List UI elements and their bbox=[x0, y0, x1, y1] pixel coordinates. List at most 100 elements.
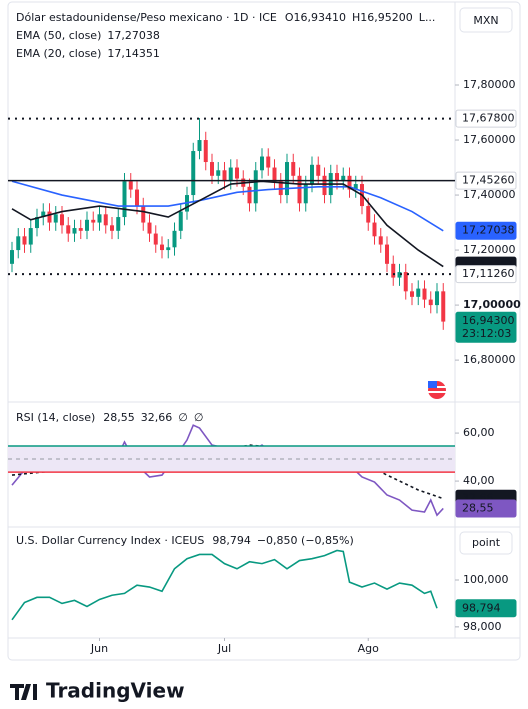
candle-body bbox=[97, 214, 102, 223]
candle-body bbox=[372, 222, 377, 237]
x-tick-label: Jul bbox=[217, 642, 231, 655]
ohlc-key: L bbox=[419, 11, 426, 24]
candle-body bbox=[247, 186, 252, 204]
price-label: 17,67800 bbox=[462, 112, 515, 125]
candle-body bbox=[322, 175, 327, 196]
candle-body bbox=[341, 175, 346, 182]
candle-body bbox=[141, 206, 146, 223]
pane-title: Dólar estadounidense/Peso mexicano · 1D … bbox=[16, 11, 277, 24]
candle-body bbox=[222, 170, 227, 182]
candle-body bbox=[210, 162, 214, 176]
pane-title: RSI (14, close) bbox=[16, 411, 95, 424]
candle-body bbox=[191, 151, 196, 196]
candle-body bbox=[316, 164, 321, 176]
price-label: 17,27038 bbox=[462, 224, 515, 237]
candle-body bbox=[178, 211, 183, 231]
ohlc-value: 16,93410 bbox=[294, 11, 347, 24]
candle-body bbox=[422, 288, 427, 300]
candle-body bbox=[41, 211, 46, 218]
candle-body bbox=[116, 217, 121, 231]
legend-value: 28,55 bbox=[103, 411, 135, 424]
candle-body bbox=[253, 170, 258, 204]
scale-button-label[interactable]: point bbox=[472, 536, 501, 549]
candle-body bbox=[366, 206, 371, 223]
price-label-box bbox=[455, 109, 517, 128]
price-label: 98,794 bbox=[462, 601, 501, 614]
y-tick-label: 98,000 bbox=[463, 620, 502, 633]
currency-button-label[interactable]: MXN bbox=[473, 14, 498, 27]
candle-body bbox=[410, 291, 414, 297]
price-label-box bbox=[455, 311, 517, 343]
candle-body bbox=[416, 288, 421, 297]
series-line bbox=[11, 180, 444, 232]
candle-body bbox=[103, 214, 108, 226]
chart-frame bbox=[7, 1, 521, 661]
candle-body bbox=[353, 184, 358, 190]
candle-body bbox=[203, 140, 208, 163]
candle-body bbox=[435, 291, 439, 306]
price-label: 28,55 bbox=[462, 502, 494, 515]
candle-body bbox=[85, 219, 89, 231]
legend-value: ∅ bbox=[178, 411, 188, 424]
x-tick-label: Ago bbox=[358, 642, 380, 655]
candle-body bbox=[303, 184, 308, 204]
y-tick-label: 100,000 bbox=[463, 573, 509, 586]
candle-body bbox=[228, 167, 233, 182]
legend-value: 17,14351 bbox=[107, 47, 160, 60]
y-tick-label: 17,60000 bbox=[463, 133, 516, 146]
candle-body bbox=[266, 156, 271, 168]
candle-body bbox=[391, 263, 396, 278]
candle-body bbox=[428, 299, 433, 306]
candle-body bbox=[172, 230, 177, 248]
series-line bbox=[11, 549, 438, 621]
candle-body bbox=[72, 228, 77, 234]
candle-body bbox=[153, 233, 158, 245]
candle-body bbox=[128, 181, 133, 190]
flag-icon[interactable] bbox=[428, 381, 446, 399]
brand-name[interactable]: TradingView bbox=[46, 679, 185, 703]
price-label-box bbox=[455, 499, 517, 518]
price-label-box bbox=[455, 171, 517, 190]
candle-body bbox=[110, 225, 114, 231]
y-tick-label: 16,80000 bbox=[463, 353, 516, 366]
ohlc-value: 16,95200 bbox=[360, 11, 413, 24]
candle-body bbox=[122, 181, 127, 218]
currency-button[interactable] bbox=[459, 7, 513, 33]
legend-value: ∅ bbox=[194, 411, 204, 424]
candle-body bbox=[197, 140, 202, 152]
price-label: 16,94300 bbox=[462, 314, 515, 327]
candle-body bbox=[347, 175, 352, 190]
candle-body bbox=[291, 162, 296, 176]
price-label-box bbox=[455, 265, 517, 284]
legend-value: 32,66 bbox=[141, 411, 173, 424]
candle-body bbox=[28, 228, 33, 245]
candle-body bbox=[135, 189, 139, 207]
candle-body bbox=[78, 228, 83, 231]
candle-body bbox=[285, 162, 289, 196]
candle-body bbox=[297, 175, 302, 204]
candle-body bbox=[10, 250, 14, 264]
x-tick-label: Jun bbox=[90, 642, 108, 655]
candle-body bbox=[397, 272, 402, 278]
candle-body bbox=[60, 214, 64, 226]
candle-body bbox=[272, 167, 277, 182]
pane-title: U.S. Dollar Currency Index · ICEUS bbox=[16, 534, 204, 547]
candle-body bbox=[403, 272, 408, 292]
candle-body bbox=[35, 217, 39, 229]
candle-body bbox=[260, 156, 264, 171]
y-tick-label: 17,00000 bbox=[463, 298, 521, 311]
y-tick-label: 17,40000 bbox=[463, 188, 516, 201]
scale-button[interactable] bbox=[459, 531, 513, 555]
candle-body bbox=[441, 291, 446, 322]
brand-logo[interactable] bbox=[10, 684, 37, 700]
candle-body bbox=[335, 173, 339, 182]
price-label-box bbox=[455, 221, 517, 240]
y-tick-label: 17,80000 bbox=[463, 78, 516, 91]
y-tick-label: 60,00 bbox=[463, 426, 495, 439]
candle-body bbox=[378, 236, 383, 245]
candle-body bbox=[385, 244, 389, 264]
candle-body bbox=[166, 247, 171, 251]
series-line bbox=[11, 180, 444, 268]
